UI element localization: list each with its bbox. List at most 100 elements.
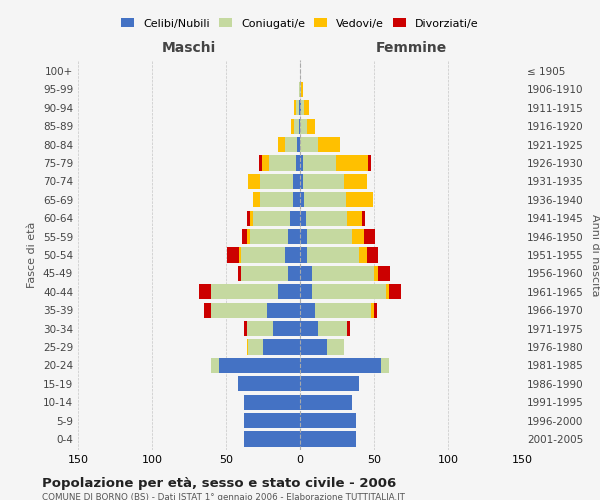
Bar: [211, 358, 300, 373]
Bar: [244, 394, 300, 409]
Bar: [307, 248, 359, 262]
Bar: [288, 229, 300, 244]
Bar: [347, 321, 350, 336]
Bar: [379, 266, 390, 281]
Bar: [241, 266, 300, 281]
Bar: [244, 394, 300, 409]
Bar: [304, 192, 346, 208]
Bar: [352, 229, 364, 244]
Bar: [386, 284, 389, 300]
Bar: [244, 432, 300, 446]
Bar: [238, 376, 300, 392]
Bar: [389, 284, 401, 300]
Bar: [294, 118, 300, 134]
Bar: [300, 266, 312, 281]
Bar: [278, 284, 300, 300]
Bar: [253, 192, 300, 208]
Bar: [242, 229, 300, 244]
Bar: [300, 174, 303, 189]
Bar: [239, 248, 300, 262]
Bar: [260, 174, 300, 189]
Bar: [299, 118, 300, 134]
Bar: [304, 100, 309, 116]
Bar: [300, 82, 301, 97]
Bar: [300, 156, 303, 170]
Bar: [278, 137, 300, 152]
Bar: [199, 284, 300, 300]
Bar: [211, 302, 300, 318]
Bar: [269, 156, 300, 170]
Bar: [367, 248, 379, 262]
Bar: [241, 266, 300, 281]
Bar: [211, 358, 300, 373]
Text: Popolazione per età, sesso e stato civile - 2006: Popolazione per età, sesso e stato civil…: [42, 478, 396, 490]
Bar: [306, 210, 347, 226]
Bar: [364, 229, 376, 244]
Bar: [248, 174, 300, 189]
Bar: [318, 321, 347, 336]
Bar: [285, 248, 300, 262]
Bar: [260, 192, 300, 208]
Bar: [293, 174, 300, 189]
Bar: [248, 174, 300, 189]
Bar: [294, 100, 300, 116]
Bar: [238, 376, 300, 392]
Text: Maschi: Maschi: [162, 42, 216, 56]
Bar: [218, 358, 300, 373]
Bar: [301, 82, 303, 97]
Bar: [244, 413, 300, 428]
Bar: [300, 321, 318, 336]
Bar: [300, 358, 382, 373]
Bar: [238, 376, 300, 392]
Bar: [211, 358, 300, 373]
Bar: [300, 376, 359, 392]
Bar: [290, 210, 300, 226]
Bar: [238, 376, 300, 392]
Bar: [227, 248, 300, 262]
Bar: [244, 413, 300, 428]
Bar: [253, 192, 300, 208]
Bar: [300, 100, 301, 116]
Bar: [291, 118, 300, 134]
Bar: [382, 358, 389, 373]
Bar: [250, 229, 300, 244]
Bar: [318, 137, 340, 152]
Bar: [303, 174, 344, 189]
Bar: [247, 340, 300, 354]
Bar: [244, 394, 300, 409]
Bar: [362, 210, 365, 226]
Bar: [300, 302, 315, 318]
Bar: [300, 340, 326, 354]
Bar: [299, 100, 300, 116]
Bar: [371, 302, 374, 318]
Bar: [250, 210, 300, 226]
Y-axis label: Fasce di età: Fasce di età: [28, 222, 37, 288]
Bar: [300, 118, 307, 134]
Bar: [211, 284, 300, 300]
Text: Femmine: Femmine: [376, 42, 446, 56]
Bar: [312, 284, 386, 300]
Bar: [300, 210, 306, 226]
Bar: [244, 413, 300, 428]
Y-axis label: Anni di nascita: Anni di nascita: [590, 214, 600, 296]
Bar: [262, 156, 300, 170]
Bar: [238, 266, 300, 281]
Bar: [307, 229, 352, 244]
Bar: [297, 137, 300, 152]
Bar: [344, 174, 367, 189]
Bar: [248, 340, 300, 354]
Bar: [247, 321, 300, 336]
Bar: [300, 192, 304, 208]
Bar: [288, 266, 300, 281]
Bar: [300, 137, 318, 152]
Bar: [300, 432, 356, 446]
Legend: Celibi/Nubili, Coniugati/e, Vedovi/e, Divorziati/e: Celibi/Nubili, Coniugati/e, Vedovi/e, Di…: [118, 15, 482, 32]
Bar: [244, 432, 300, 446]
Bar: [300, 229, 307, 244]
Bar: [301, 100, 304, 116]
Bar: [268, 302, 300, 318]
Bar: [296, 156, 300, 170]
Bar: [359, 248, 367, 262]
Bar: [346, 192, 373, 208]
Bar: [204, 302, 300, 318]
